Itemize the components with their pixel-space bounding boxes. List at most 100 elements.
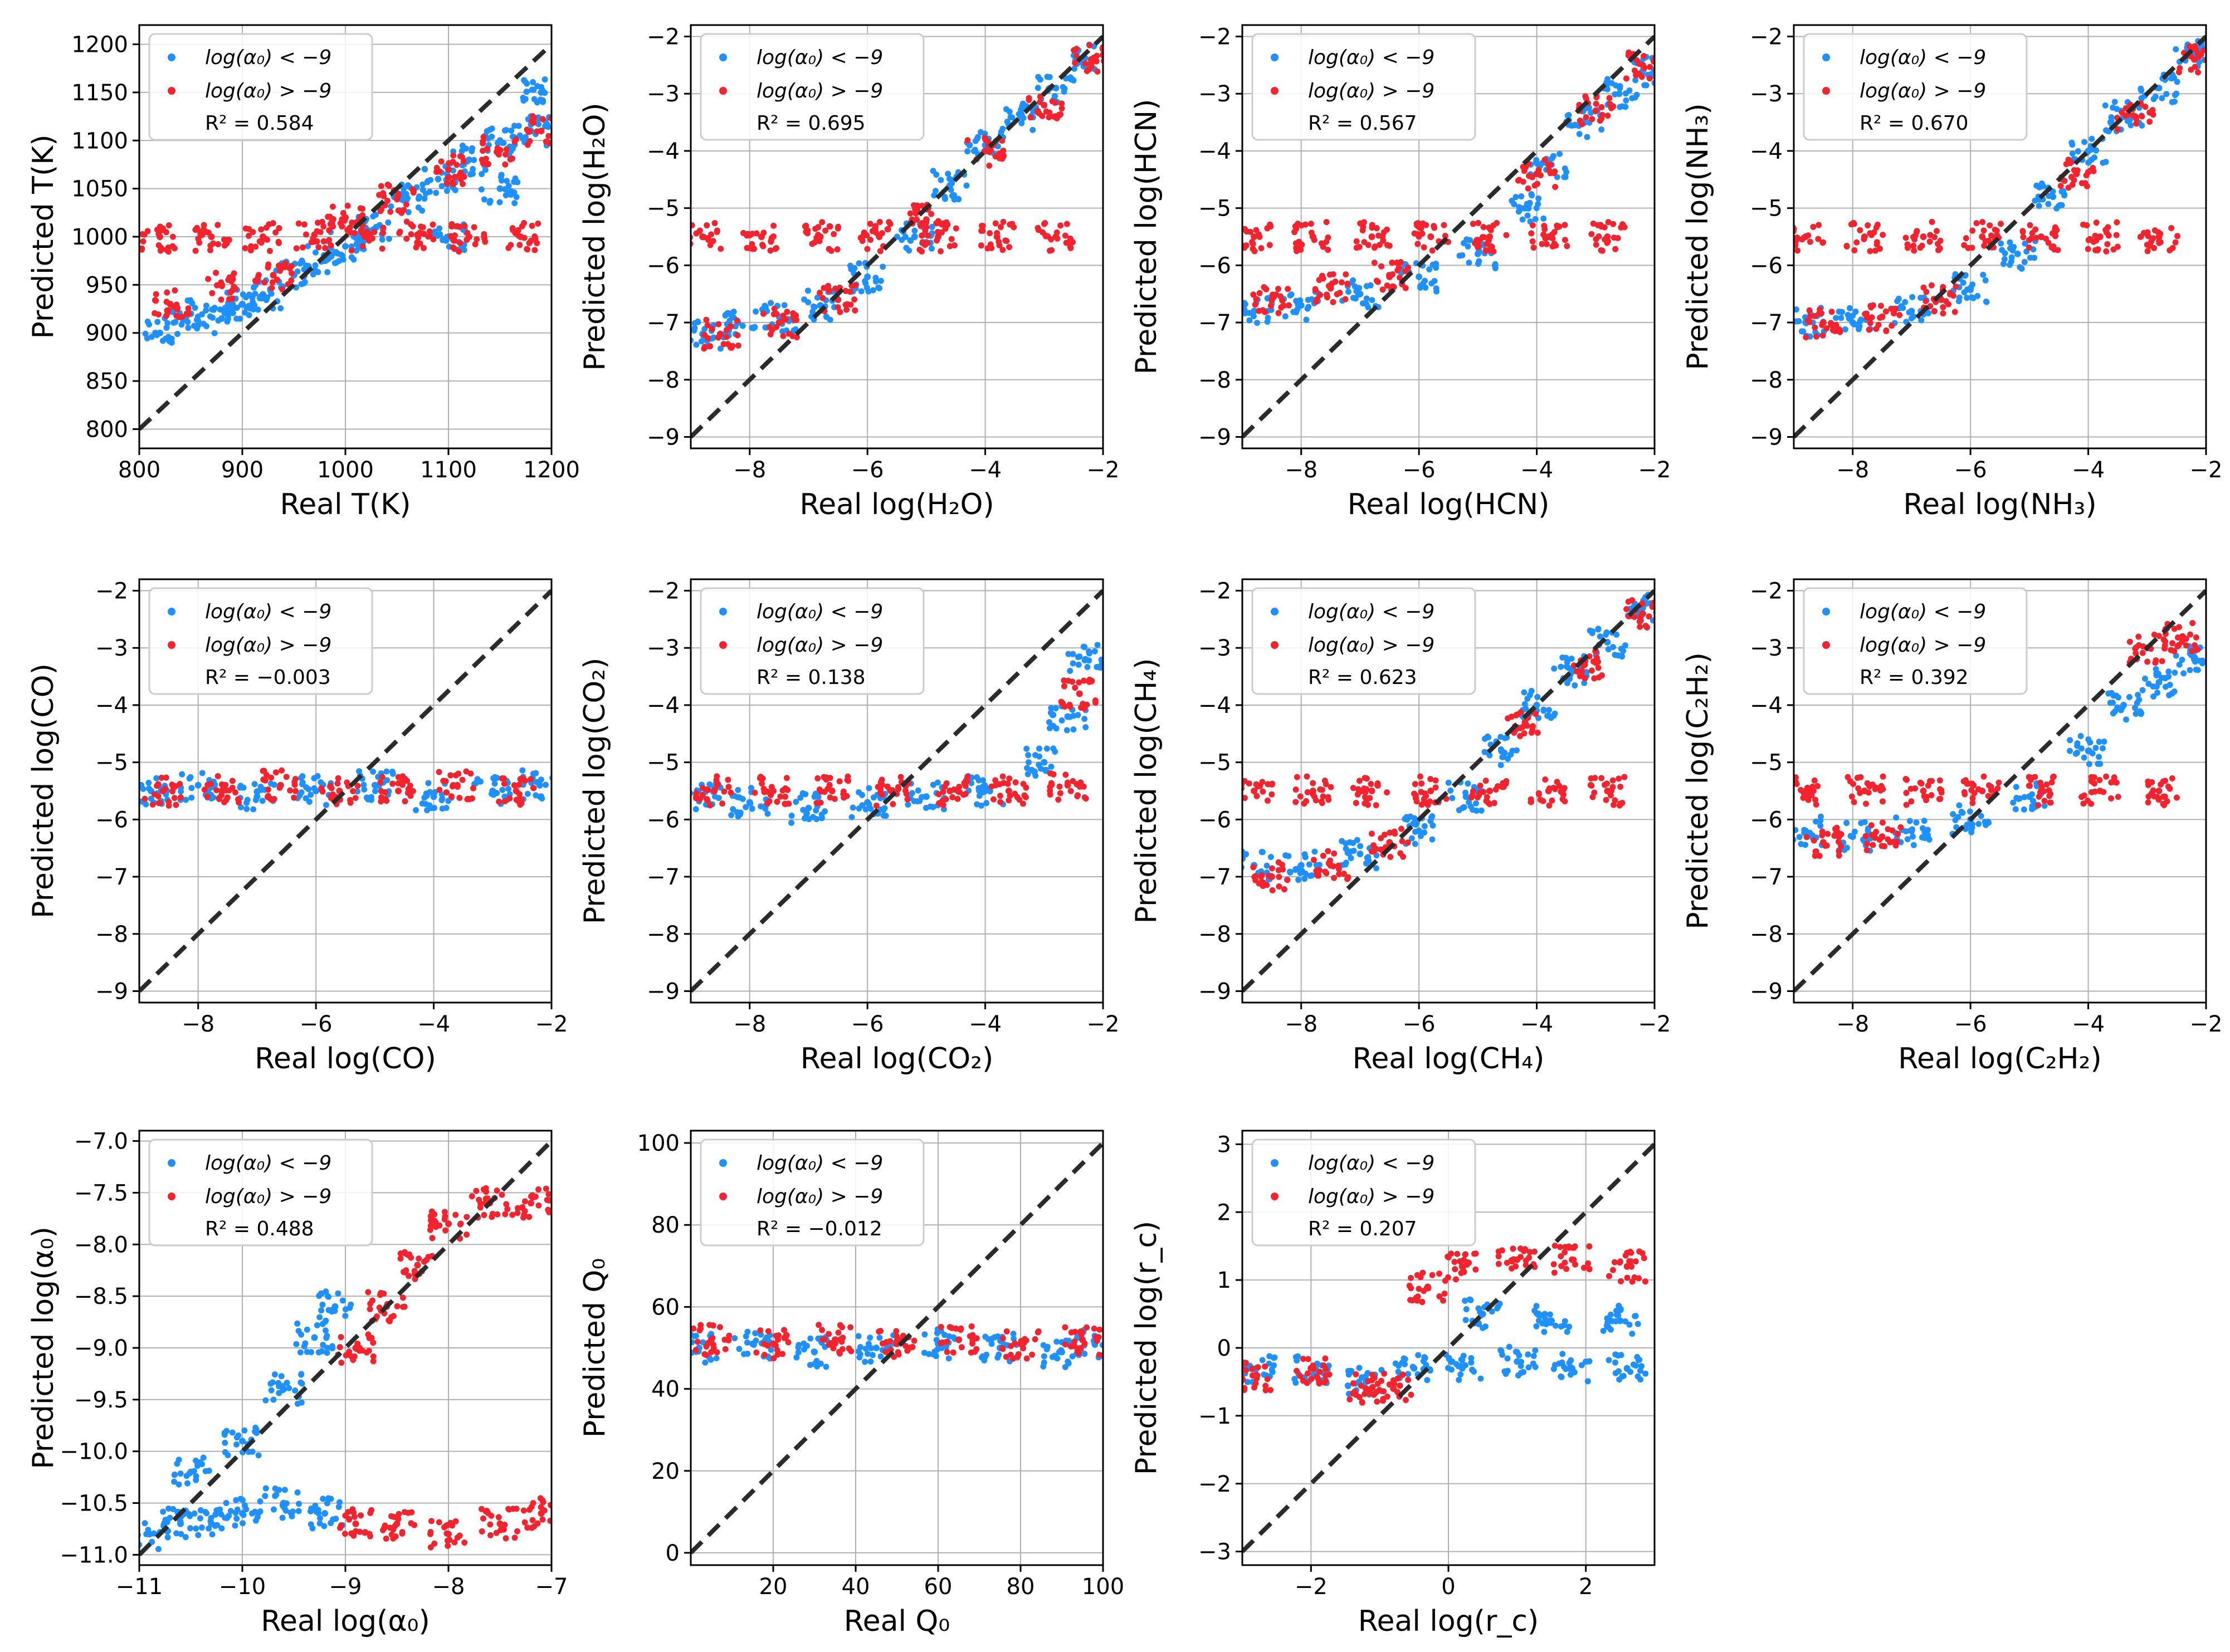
red-point — [276, 784, 283, 791]
blue-point — [1925, 310, 1932, 316]
blue-point — [2073, 750, 2080, 756]
red-point — [460, 158, 467, 165]
red-point — [984, 245, 991, 252]
blue-point — [203, 302, 209, 309]
blue-point — [695, 318, 701, 325]
blue-point — [1473, 800, 1480, 807]
blue-point — [1917, 295, 1924, 301]
blue-point — [1563, 654, 1569, 661]
red-point — [842, 287, 849, 294]
red-point — [744, 245, 750, 251]
blue-point — [1534, 693, 1541, 700]
red-point — [1048, 780, 1055, 786]
red-point — [476, 1196, 482, 1203]
y-tick-label: −6 — [647, 253, 680, 278]
blue-point — [805, 299, 812, 306]
red-point — [1384, 789, 1390, 796]
blue-point — [324, 1345, 330, 1351]
red-point — [378, 798, 384, 805]
blue-point — [2192, 658, 2198, 665]
blue-point — [2009, 246, 2016, 253]
red-point — [729, 343, 736, 349]
blue-point — [165, 1505, 172, 1512]
blue-point — [709, 335, 716, 341]
red-point — [938, 229, 945, 236]
red-point — [728, 323, 734, 330]
blue-point — [1043, 745, 1050, 752]
red-point — [2092, 247, 2099, 253]
red-point — [2151, 632, 2158, 638]
red-point — [1923, 289, 1930, 295]
blue-point — [2138, 711, 2144, 717]
blue-point — [1050, 745, 1057, 752]
red-point — [518, 796, 524, 803]
blue-point — [1065, 651, 1072, 657]
blue-point — [737, 809, 744, 816]
red-point — [371, 228, 378, 235]
red-point — [236, 799, 242, 806]
blue-point — [160, 1508, 167, 1515]
red-point — [1857, 227, 1863, 233]
red-point — [463, 1214, 470, 1220]
red-point — [510, 227, 516, 233]
red-point — [1275, 310, 1282, 316]
blue-point — [823, 314, 830, 320]
red-point — [556, 120, 562, 126]
blue-point — [2126, 694, 2133, 701]
red-point — [1357, 220, 1364, 227]
x-tick-label: −4 — [1520, 457, 1553, 483]
red-point — [338, 1360, 345, 1366]
red-point — [1072, 685, 1079, 691]
red-point — [454, 1534, 461, 1541]
blue-point — [553, 775, 559, 781]
blue-point — [255, 1452, 262, 1459]
blue-point — [2074, 740, 2081, 747]
red-point — [416, 229, 423, 236]
blue-point — [811, 304, 818, 310]
red-point — [919, 232, 925, 239]
blue-point — [739, 322, 746, 329]
red-point — [350, 788, 357, 794]
red-point — [330, 793, 336, 800]
red-point — [430, 221, 436, 228]
blue-point — [2045, 201, 2052, 207]
red-point — [1373, 225, 1380, 232]
red-point — [1291, 229, 1298, 236]
diagonal-line — [1242, 35, 1655, 439]
blue-point — [323, 1317, 329, 1324]
blue-point — [1234, 296, 1240, 302]
blue-point — [299, 779, 306, 786]
red-point — [774, 798, 780, 805]
blue-point — [280, 1382, 286, 1389]
blue-point — [2031, 255, 2038, 261]
red-point — [1026, 97, 1032, 104]
red-point — [997, 799, 1004, 805]
blue-point — [370, 768, 377, 775]
red-point — [517, 801, 524, 808]
red-point — [1081, 794, 1088, 801]
red-point — [1311, 237, 1317, 243]
red-point — [1308, 229, 1315, 236]
red-point — [529, 1192, 536, 1199]
red-point — [2200, 47, 2206, 53]
blue-point — [173, 1530, 180, 1537]
blue-point — [175, 1481, 182, 1488]
y-tick-label: −4 — [1750, 139, 1783, 164]
red-point — [446, 1537, 453, 1543]
blue-point — [368, 796, 374, 803]
red-point — [1318, 240, 1325, 247]
blue-point — [2036, 184, 2043, 190]
red-point — [1370, 842, 1377, 849]
blue-point — [872, 278, 879, 285]
blue-point — [1254, 320, 1261, 326]
blue-point — [282, 1507, 289, 1514]
red-point — [1281, 886, 1287, 893]
red-point — [1636, 60, 1642, 67]
red-point — [2045, 240, 2052, 246]
red-point — [1819, 828, 1826, 835]
blue-point — [804, 287, 811, 294]
legend-box — [1803, 33, 2028, 141]
blue-point — [432, 789, 438, 795]
blue-point — [1964, 295, 1970, 301]
red-point — [2189, 620, 2196, 627]
